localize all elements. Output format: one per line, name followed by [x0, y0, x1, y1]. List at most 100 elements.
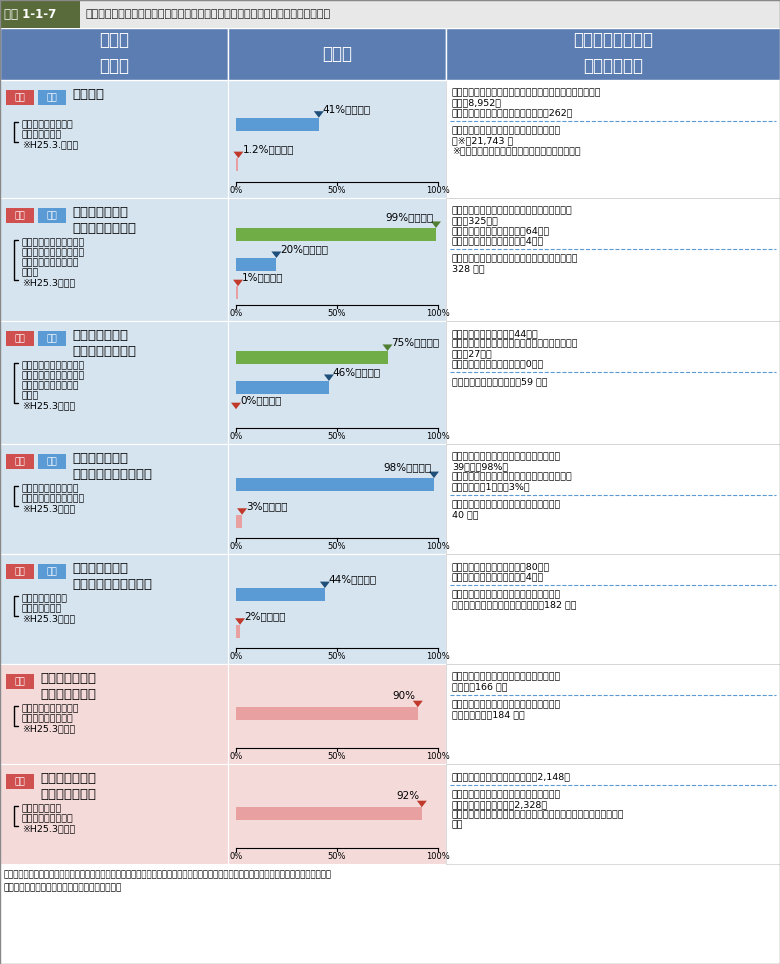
Text: 当事業により住宅用地の整備を行う地区数: 当事業により住宅用地の整備を行う地区数	[452, 500, 562, 509]
Bar	[228, 28, 446, 80]
Text: 復旧・復興の状況
／被害の状況: 復旧・復興の状況 ／被害の状況	[573, 32, 653, 74]
Text: 着工: 着工	[47, 93, 58, 102]
Text: 100%: 100%	[426, 186, 450, 195]
Text: 完了: 完了	[15, 567, 26, 576]
Text: 図表 1-1-7: 図表 1-1-7	[4, 8, 56, 20]
Polygon shape	[231, 403, 241, 409]
Polygon shape	[271, 252, 282, 258]
Text: 造成工事に着手した地区数　64地区: 造成工事に着手した地区数 64地区	[452, 226, 550, 235]
Text: 造成工事の着手地区数，: 造成工事の着手地区数，	[22, 248, 85, 257]
Text: 着工: 着工	[47, 334, 58, 343]
Text: に着手した割合: に着手した割合	[22, 130, 62, 139]
Bar	[236, 478, 434, 491]
Bar	[236, 588, 325, 602]
Text: 0%: 0%	[229, 752, 243, 761]
Text: 漁業集落防災機能強化: 漁業集落防災機能強化	[22, 484, 80, 493]
Text: 50%: 50%	[328, 652, 346, 661]
Text: のうち，対策工事が必要な地区数　182 地区: のうち，対策工事が必要な地区数 182 地区	[452, 600, 576, 609]
Text: 99%（同意）: 99%（同意）	[386, 212, 434, 222]
Text: 災害公営住宅の整備に着手した戸数（用地確保が完了した: 災害公営住宅の整備に着手した戸数（用地確保が完了した	[452, 88, 601, 97]
Polygon shape	[382, 344, 392, 351]
Text: 宅地造成の工事に: 宅地造成の工事に	[22, 594, 68, 603]
Polygon shape	[431, 222, 441, 228]
Text: の割合: の割合	[22, 391, 39, 400]
Text: 0%: 0%	[229, 852, 243, 861]
Bar	[236, 625, 240, 638]
Text: 回復した病院の割合: 回復した病院の割合	[22, 714, 74, 723]
Text: ※H25.3.末時点: ※H25.3.末時点	[22, 140, 78, 149]
Text: 20%（着工）: 20%（着工）	[280, 244, 328, 254]
Text: 公立学校施設災害復旧事業に申請した若し: 公立学校施設災害復旧事業に申請した若し	[452, 790, 562, 799]
Bar	[228, 321, 446, 444]
Text: 進捗率: 進捗率	[322, 45, 352, 63]
Bar	[236, 515, 242, 527]
Text: 50%: 50%	[328, 542, 346, 551]
Text: 100%: 100%	[426, 432, 450, 441]
Text: 46%（着工）: 46%（着工）	[333, 367, 381, 377]
Bar	[446, 28, 780, 80]
Text: 44%（着工）: 44%（着工）	[329, 575, 377, 584]
Text: 完了地区（当事業による住宅用地の整備が完了: 完了地区（当事業による住宅用地の整備が完了	[452, 472, 573, 481]
Bar	[0, 554, 228, 664]
Text: 着工: 着工	[47, 211, 58, 220]
Text: 復興住宅: 復興住宅	[72, 88, 104, 101]
Bar	[0, 0, 780, 28]
Bar	[446, 321, 780, 444]
Text: 50%: 50%	[328, 752, 346, 761]
Text: 50%: 50%	[328, 432, 346, 441]
Text: 被災直後に入院の受入制限又は受入不可を: 被災直後に入院の受入制限又は受入不可を	[452, 700, 562, 709]
Text: 行った病院数　184 箇所: 行った病院数 184 箇所	[452, 710, 525, 719]
Bar	[446, 80, 780, 198]
Text: 75%（都決）: 75%（都決）	[392, 337, 440, 347]
Text: 完了: 完了	[15, 677, 26, 686]
Text: ※H25.3末時点: ※H25.3末時点	[22, 614, 75, 623]
Bar	[236, 158, 239, 172]
Text: ※H25.3末時点: ※H25.3末時点	[22, 824, 75, 833]
Bar	[0, 321, 228, 444]
Text: 各県が公表している必要災害公営住宅の戸: 各県が公表している必要災害公営住宅の戸	[452, 126, 562, 135]
Bar	[38, 331, 66, 346]
Polygon shape	[413, 701, 423, 708]
Bar	[228, 198, 446, 321]
Text: 数）　27地区: 数） 27地区	[452, 349, 493, 358]
Text: 92%: 92%	[397, 791, 420, 801]
Text: 完了: 完了	[15, 334, 26, 343]
Text: 造成工事が完了した地区数　0地区: 造成工事が完了した地区数 0地区	[452, 359, 544, 368]
Bar	[6, 90, 34, 105]
Text: 2%（完了）: 2%（完了）	[244, 611, 285, 621]
Polygon shape	[237, 508, 247, 515]
Text: 時点）8,952戸: 時点）8,952戸	[452, 98, 502, 107]
Text: 100%: 100%	[426, 542, 450, 551]
Bar	[446, 198, 780, 321]
Text: 項　目
指標名: 項 目 指標名	[99, 32, 129, 74]
Text: 完了: 完了	[15, 211, 26, 220]
Text: 災害公営住宅の整備が完了した戸数　262戸: 災害公営住宅の整備が完了した戸数 262戸	[452, 108, 573, 117]
Text: 着工: 着工	[47, 567, 58, 576]
Text: ※H25.3末時点: ※H25.3末時点	[22, 278, 75, 287]
Text: 90%: 90%	[393, 691, 416, 701]
Text: 造成工事の完了地区数: 造成工事の完了地区数	[22, 381, 80, 390]
Polygon shape	[314, 111, 324, 118]
Text: 住まいの工程表に基づく面整備事業を行う地区数: 住まいの工程表に基づく面整備事業を行う地区数	[452, 254, 579, 263]
Bar	[446, 444, 780, 554]
Text: 対策工事に着手した地区数　80地区: 対策工事に着手した地区数 80地区	[452, 562, 550, 571]
Text: 造成工事が完了した地区数　4地区: 造成工事が完了した地区数 4地区	[452, 236, 544, 245]
Text: 対策工事が完了した地区数　4地区: 対策工事が完了した地区数 4地区	[452, 572, 544, 581]
Text: 公立学校施設の割合: 公立学校施設の割合	[22, 814, 74, 823]
Text: ※H25.3末時点: ※H25.3末時点	[22, 401, 75, 410]
Text: 着工: 着工	[47, 457, 58, 466]
Polygon shape	[235, 618, 245, 625]
Bar	[6, 564, 34, 579]
Text: 完了: 完了	[15, 93, 26, 102]
Polygon shape	[233, 280, 243, 286]
Text: 50%: 50%	[328, 309, 346, 318]
Text: 完了: 完了	[15, 777, 26, 786]
Text: 0%: 0%	[229, 186, 243, 195]
Text: 0%: 0%	[229, 309, 243, 318]
Text: 事業計画について国土交通大臣の同意を得た地: 事業計画について国土交通大臣の同意を得た地	[452, 206, 573, 215]
Text: 注）漁業集落防災機能強化事業については，上記以外に住宅用地の整備は行わず水産関係用地や公共施設の整備を行う地区が予定されている。: 注）漁業集落防災機能強化事業については，上記以外に住宅用地の整備は行わず水産関係…	[4, 870, 332, 879]
Polygon shape	[233, 151, 243, 158]
Text: ※H25.3末時点: ※H25.3末時点	[22, 504, 75, 513]
Bar	[228, 444, 446, 554]
Text: 40 地区: 40 地区	[452, 510, 478, 519]
